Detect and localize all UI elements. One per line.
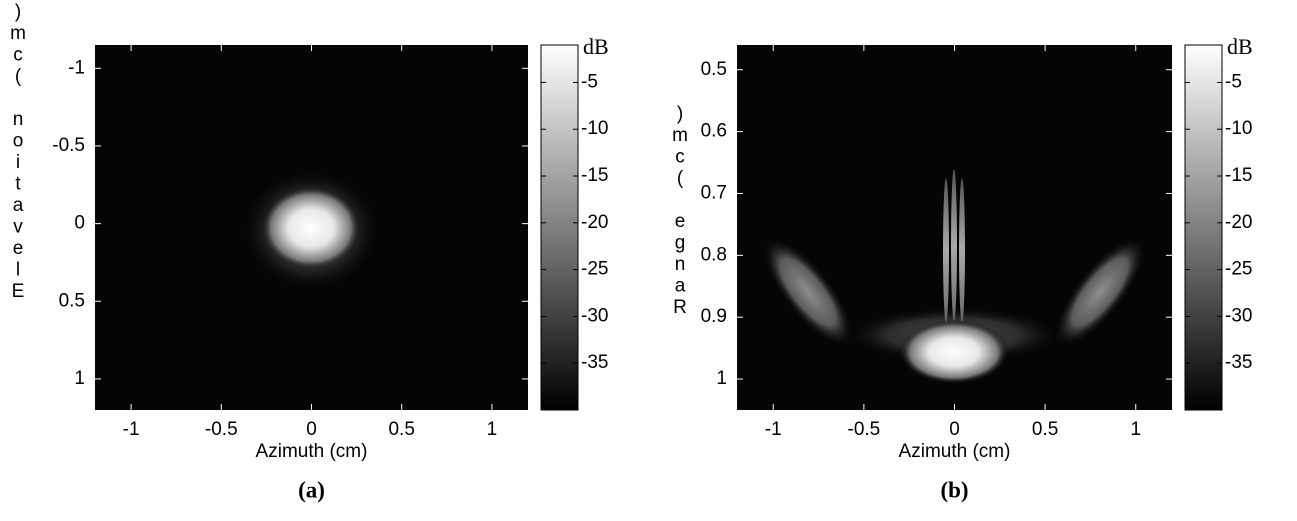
x-tick-label: 1 xyxy=(487,419,498,440)
chart-title: (b) xyxy=(940,477,968,502)
colorbar-tick-label: -15 xyxy=(581,165,608,186)
colorbar-tick-label: -20 xyxy=(581,212,608,233)
x-tick-label: 1 xyxy=(1130,419,1141,440)
colorbar-label: dB xyxy=(1227,34,1253,59)
y-tick-label: 0.6 xyxy=(701,121,727,142)
x-axis-label: Azimuth (cm) xyxy=(256,441,368,462)
y-tick-label: -0.5 xyxy=(52,135,85,156)
y-tick-label: 0.5 xyxy=(701,59,727,80)
x-tick-label: 0.5 xyxy=(1032,419,1058,440)
y-tick-label: 0.5 xyxy=(59,290,85,311)
x-tick-label: -0.5 xyxy=(205,419,238,440)
colorbar-tick-label: -30 xyxy=(581,305,608,326)
colorbar xyxy=(540,44,579,411)
x-tick-label: -1 xyxy=(765,419,782,440)
image-b xyxy=(737,45,1172,410)
colorbar-tick-label: -10 xyxy=(581,118,608,139)
y-tick-label: 1 xyxy=(74,368,85,389)
colorbar-tick-label: -35 xyxy=(581,352,608,373)
colorbar-tick-label: -5 xyxy=(581,71,598,92)
y-tick-label: 0.7 xyxy=(701,182,727,203)
colorbar-tick-label: -10 xyxy=(1225,118,1252,139)
image-a xyxy=(95,45,528,410)
colorbar-tick-label: -25 xyxy=(581,259,608,280)
colorbar xyxy=(1184,44,1223,411)
colorbar-tick-label: -5 xyxy=(1225,71,1242,92)
x-tick-label: -0.5 xyxy=(848,419,881,440)
y-tick-label: 1 xyxy=(716,368,727,389)
x-tick-label: -1 xyxy=(123,419,140,440)
x-axis-label: Azimuth (cm) xyxy=(899,441,1011,462)
colorbar-tick-label: -35 xyxy=(1225,352,1252,373)
colorbar-tick-label: -30 xyxy=(1225,305,1252,326)
y-tick-label: 0.8 xyxy=(701,244,727,265)
y-tick-label: 0 xyxy=(74,213,85,234)
chart-title: (a) xyxy=(298,477,325,502)
y-tick-label: -1 xyxy=(68,57,85,78)
colorbar-tick-label: -25 xyxy=(1225,259,1252,280)
colorbar-label: dB xyxy=(583,34,609,59)
x-tick-label: 0 xyxy=(306,419,317,440)
x-tick-label: 0 xyxy=(949,419,960,440)
y-axis-label: Range (cm) xyxy=(672,104,688,319)
colorbar-tick-label: -15 xyxy=(1225,165,1252,186)
x-tick-label: 0.5 xyxy=(388,419,414,440)
y-tick-label: 0.9 xyxy=(701,306,727,327)
colorbar-tick-label: -20 xyxy=(1225,212,1252,233)
y-axis-label: Elevation (cm) xyxy=(10,2,26,303)
